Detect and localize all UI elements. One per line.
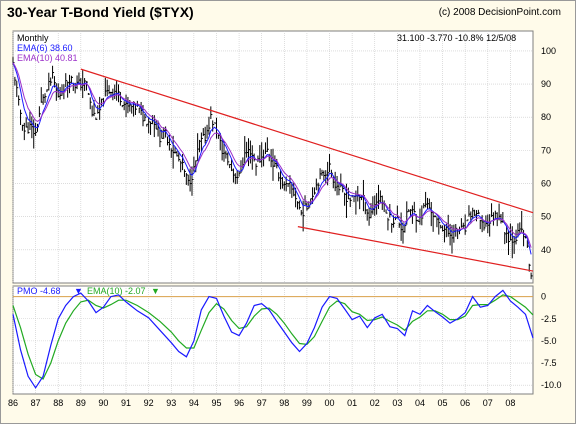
y-tick-label: 50 [541,212,551,222]
y-tick-label: -7.5 [541,358,557,368]
pmo-down-arrow-icon: ▼ [74,286,83,296]
x-axis-ticks: 86 87 88 89 90 91 92 93 94 95 96 97 98 99 00 01 02 03 04 05… [8,398,515,408]
x-tick-label: 95 [211,398,221,408]
ema10-line [12,62,532,248]
x-tick-label: 01 [347,398,357,408]
pmo-y-ticks: 0 -2.5 -5.0 -7.5 -10.0 [541,292,562,391]
x-tick-label: 08 [505,398,515,408]
x-tick-label: 92 [144,398,154,408]
x-tick-label: 86 [8,398,18,408]
x-tick-label: 88 [53,398,63,408]
trendline [80,68,534,214]
y-tick-label: 100 [541,46,556,56]
chart-title: 30-Year T-Bond Yield ($TYX) [7,4,194,20]
y-tick-label: -2.5 [541,314,557,324]
pmo-ema-line [12,294,534,380]
y-tick-label: 90 [541,79,551,89]
copyright-text: (c) 2008 DecisionPoint.com [438,7,561,18]
y-tick-label: 60 [541,179,551,189]
x-tick-label: 02 [370,398,380,408]
pmo-line [12,289,534,389]
x-tick-label: 89 [76,398,86,408]
x-tick-label: 91 [121,398,131,408]
x-tick-label: 04 [415,398,425,408]
x-tick-label: 03 [392,398,402,408]
period-label: Monthly [17,33,49,43]
y-tick-label: 70 [541,145,551,155]
pmo-panel [12,285,534,395]
ema6-legend: EMA(6) 38.60 [17,43,73,53]
x-tick-label: 87 [31,398,41,408]
pmo-grid [12,286,533,394]
pmo-ema-down-arrow-icon: ▼ [151,286,160,296]
x-tick-label: 94 [189,398,199,408]
x-tick-label: 07 [483,398,493,408]
y-tick-label: 0 [541,292,546,302]
x-tick-label: 97 [257,398,267,408]
x-tick-label: 05 [438,398,448,408]
x-tick-label: 00 [325,398,335,408]
pmo-legend: PMO -4.68 [17,286,61,296]
y-tick-label: -5.0 [541,336,557,346]
trendlines [80,68,534,272]
x-tick-label: 96 [234,398,244,408]
x-tick-label: 90 [98,398,108,408]
ema10-legend: EMA(10) 40.81 [17,53,78,63]
price-y-ticks: 40 50 60 70 80 90 100 [541,46,556,255]
y-tick-label: 40 [541,245,551,255]
x-tick-label: 99 [302,398,312,408]
x-tick-label: 06 [460,398,470,408]
x-tick-label: 93 [166,398,176,408]
pmo-ema-legend: EMA(10) -2.07 [87,286,146,296]
trendline [297,226,534,272]
quote-text: 31.100 -3.770 -10.8% 12/5/08 [397,33,516,43]
y-tick-label: 80 [541,112,551,122]
y-tick-label: -10.0 [541,380,562,390]
x-tick-label: 98 [279,398,289,408]
